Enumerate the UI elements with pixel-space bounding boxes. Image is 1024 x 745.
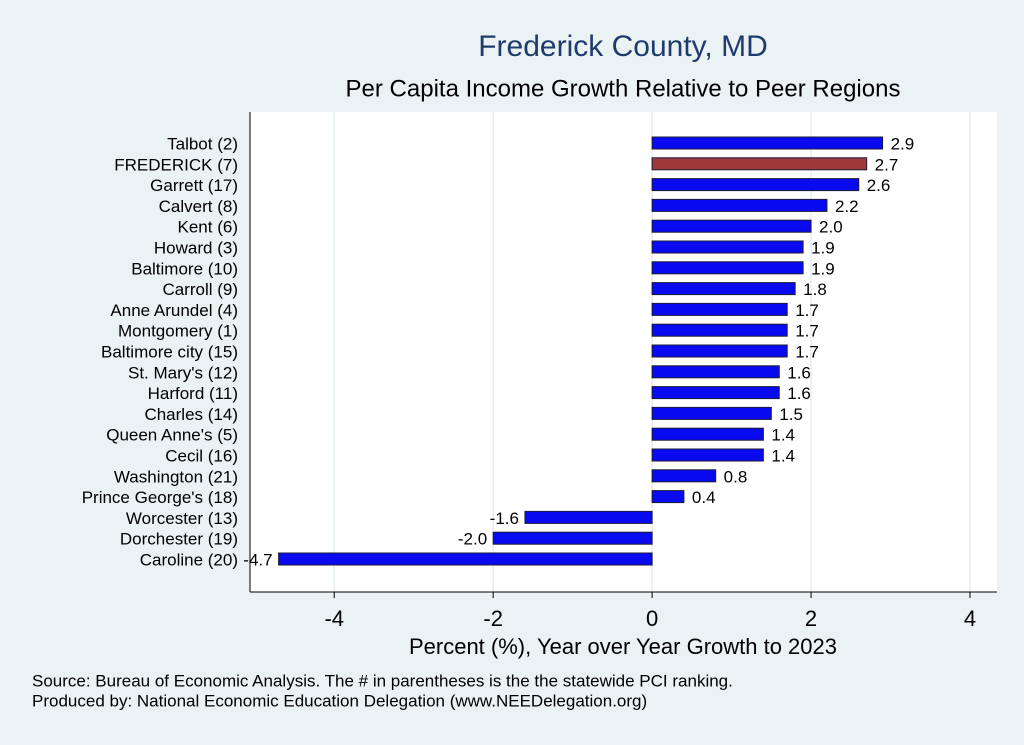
y-tick-label: Harford (11) — [148, 384, 238, 403]
value-label: 1.8 — [803, 280, 827, 299]
value-label: 1.9 — [811, 238, 835, 257]
y-tick-label: Kent (6) — [178, 218, 238, 237]
value-label: 1.6 — [787, 363, 811, 382]
y-tick-label: Dorchester (19) — [120, 530, 238, 549]
bar — [651, 302, 788, 316]
bar — [278, 552, 653, 566]
value-label: 2.2 — [835, 197, 859, 216]
value-label: 1.7 — [795, 322, 819, 341]
x-tick-label: 2 — [805, 606, 817, 631]
y-tick-label: Prince George's (18) — [82, 488, 238, 507]
value-label: 1.6 — [787, 384, 811, 403]
value-label: -1.6 — [490, 509, 519, 528]
value-label: 2.6 — [867, 176, 891, 195]
y-tick-label: Charles (14) — [144, 405, 238, 424]
y-tick-label: St. Mary's (12) — [128, 363, 238, 382]
x-axis-label: Percent (%), Year over Year Growth to 20… — [409, 634, 837, 659]
bar — [492, 531, 653, 545]
value-label: 0.8 — [724, 467, 748, 486]
value-label: 2.0 — [819, 218, 843, 237]
bar — [651, 406, 772, 420]
x-tick-label: -2 — [483, 606, 503, 631]
y-tick-label: Baltimore (10) — [131, 259, 238, 278]
y-tick-label: Worcester (13) — [126, 509, 238, 528]
value-label: 2.9 — [891, 134, 915, 153]
bar — [651, 219, 812, 233]
value-label: 1.7 — [795, 342, 819, 361]
x-tick-label: 0 — [646, 606, 658, 631]
x-tick-label: 4 — [964, 606, 976, 631]
y-tick-label: Calvert (8) — [159, 197, 238, 216]
bar — [524, 510, 653, 524]
y-tick-label: Garrett (17) — [150, 176, 238, 195]
bar — [651, 386, 780, 400]
note: Produced by: National Economic Education… — [32, 691, 647, 710]
bar — [651, 198, 828, 212]
bar — [651, 448, 764, 462]
value-label: -2.0 — [458, 530, 487, 549]
value-label: 0.4 — [692, 488, 716, 507]
bar — [651, 323, 788, 337]
note: Source: Bureau of Economic Analysis. The… — [32, 671, 733, 690]
x-tick-label: -4 — [324, 606, 344, 631]
bar — [651, 136, 884, 150]
y-tick-label: Howard (3) — [154, 238, 238, 257]
value-label: -4.7 — [243, 550, 272, 569]
bar — [651, 157, 868, 171]
y-tick-label: Washington (21) — [114, 467, 238, 486]
bar — [651, 178, 860, 192]
bar — [651, 282, 796, 296]
value-label: 1.4 — [771, 446, 795, 465]
bar — [651, 469, 717, 483]
y-tick-label: Caroline (20) — [140, 550, 238, 569]
y-tick-label: Montgomery (1) — [118, 322, 238, 341]
bar — [651, 240, 804, 254]
y-tick-label: Queen Anne's (5) — [106, 426, 238, 445]
chart-title: Frederick County, MD — [478, 30, 768, 63]
chart-subtitle: Per Capita Income Growth Relative to Pee… — [346, 75, 901, 102]
y-tick-label: Carroll (9) — [162, 280, 238, 299]
bar — [651, 365, 780, 379]
value-label: 2.7 — [875, 155, 899, 174]
bar — [651, 261, 804, 275]
bar — [651, 344, 788, 358]
y-tick-label: Cecil (16) — [165, 446, 238, 465]
y-tick-label: Talbot (2) — [167, 134, 238, 153]
y-tick-label: FREDERICK (7) — [114, 155, 238, 174]
value-label: 1.4 — [771, 426, 795, 445]
value-label: 1.9 — [811, 259, 835, 278]
bar — [651, 427, 764, 441]
value-label: 1.7 — [795, 301, 819, 320]
y-tick-label: Baltimore city (15) — [101, 342, 238, 361]
value-label: 1.5 — [779, 405, 803, 424]
y-tick-label: Anne Arundel (4) — [110, 301, 238, 320]
bar — [651, 490, 685, 504]
